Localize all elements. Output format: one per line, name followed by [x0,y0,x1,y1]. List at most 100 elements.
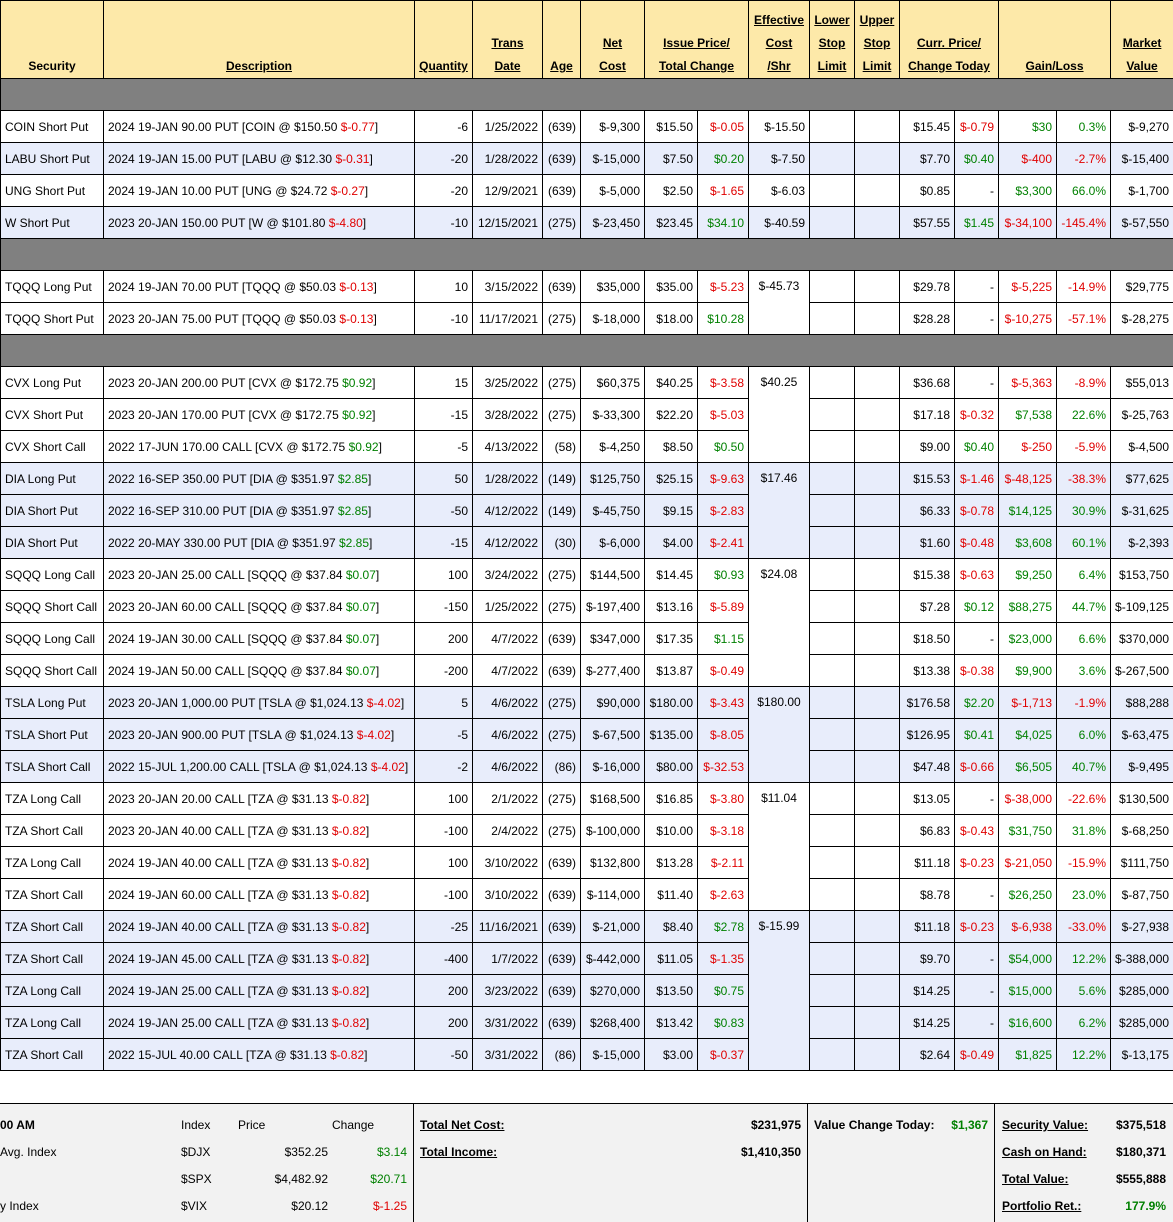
description-cell: 2022 20-MAY 330.00 PUT [DIA @ $351.97 $2… [104,527,415,559]
gain-loss-pct-cell: 6.4% [1057,559,1111,591]
gain-loss-cell: $-5,225 [999,271,1057,303]
market-value-cell: $-87,750 [1111,879,1173,911]
market-value-cell: $55,013 [1111,367,1173,399]
underlying-change: $0.92 [349,440,379,454]
security-cell: TSLA Short Call [1,751,104,783]
time-label: 00 AM [0,1118,35,1132]
upper-stop-cell [855,847,900,879]
change-today-cell: $-0.49 [955,1039,999,1071]
age-cell: (639) [543,175,581,207]
trans-date-cell: 1/7/2022 [473,943,543,975]
security-cell: TZA Short Call [1,1039,104,1071]
description-text: 2023 20-JAN 150.00 PUT [W @ $101.80 [108,216,329,230]
description-text: 2023 20-JAN 25.00 CALL [SQQQ @ $37.84 [108,568,346,582]
lower-stop-cell [810,591,855,623]
issue-price-cell: $8.50 [645,431,698,463]
bracket: ] [373,280,376,294]
lower-stop-cell [810,367,855,399]
issue-price-cell: $13.87 [645,655,698,687]
description-cell: 2024 19-JAN 25.00 CALL [TZA @ $31.13 $-0… [104,1007,415,1039]
effective-cost-cell: $11.04 [749,783,810,911]
security-cell: DIA Short Put [1,527,104,559]
security-cell: TZA Short Call [1,815,104,847]
net-cost-cell: $-6,000 [581,527,645,559]
separator-cell [1,335,1173,367]
bracket: ] [373,312,376,326]
lower-stop-cell [810,303,855,335]
description-text: 2023 20-JAN 170.00 PUT [CVX @ $172.75 [108,408,342,422]
effective-cost-cell: $40.25 [749,367,810,463]
underlying-change: $2.85 [338,504,368,518]
total-change-cell: $0.20 [698,143,749,175]
underlying-change: $-0.82 [332,856,366,870]
col-security: Security [1,1,104,79]
trans-date-cell: 4/7/2022 [473,655,543,687]
group-separator [1,79,1173,111]
effective-cost-cell: $-7.50 [749,143,810,175]
trans-date-cell: 2/4/2022 [473,815,543,847]
curr-price-cell: $9.70 [900,943,955,975]
gain-loss-cell: $23,000 [999,623,1057,655]
upper-stop-cell [855,943,900,975]
age-cell: (275) [543,559,581,591]
upper-stop-cell [855,559,900,591]
underlying-change: $-0.31 [335,152,369,166]
net-cost-cell: $-5,000 [581,175,645,207]
description-cell: 2024 19-JAN 40.00 CALL [TZA @ $31.13 $-0… [104,911,415,943]
change-today-cell: - [955,943,999,975]
gain-loss-cell: $-400 [999,143,1057,175]
net-cost-cell: $168,500 [581,783,645,815]
trans-date-cell: 11/17/2021 [473,303,543,335]
description-text: 2023 20-JAN 20.00 CALL [TZA @ $31.13 [108,792,332,806]
change-header: Change [332,1118,374,1132]
net-cost-cell: $90,000 [581,687,645,719]
gain-loss-pct-cell: 30.9% [1057,495,1111,527]
underlying-change: $-0.82 [332,952,366,966]
description-cell: 2024 19-JAN 60.00 CALL [TZA @ $31.13 $-0… [104,879,415,911]
description-text: 2022 20-MAY 330.00 PUT [DIA @ $351.97 [108,536,339,550]
issue-price-cell: $10.00 [645,815,698,847]
effective-cost-cell: $-15.50 [749,111,810,143]
trans-date-cell: 4/13/2022 [473,431,543,463]
description-text: 2023 20-JAN 40.00 CALL [TZA @ $31.13 [108,824,332,838]
description-cell: 2023 20-JAN 200.00 PUT [CVX @ $172.75 $0… [104,367,415,399]
trans-date-cell: 1/25/2022 [473,111,543,143]
upper-stop-cell [855,431,900,463]
quantity-cell: -15 [415,399,473,431]
underlying-change: $-4.02 [371,760,405,774]
bracket: ] [368,504,371,518]
quantity-cell: 50 [415,463,473,495]
curr-price-cell: $2.64 [900,1039,955,1071]
underlying-change: $0.07 [346,632,376,646]
trans-date-cell: 4/12/2022 [473,495,543,527]
upper-stop-cell [855,367,900,399]
total-net-cost-value: $231,975 [751,1118,801,1132]
bracket: ] [375,120,378,134]
net-cost-cell: $-16,000 [581,751,645,783]
market-value-cell: $77,625 [1111,463,1173,495]
change-today-cell: - [955,623,999,655]
trans-date-cell: 4/6/2022 [473,687,543,719]
lower-stop-cell [810,463,855,495]
market-value-cell: $-27,938 [1111,911,1173,943]
issue-price-cell: $13.16 [645,591,698,623]
underlying-change: $-4.02 [357,728,391,742]
description-text: 2022 15-JUL 1,200.00 CALL [TSLA @ $1,024… [108,760,371,774]
age-cell: (149) [543,463,581,495]
age-cell: (639) [543,879,581,911]
age-cell: (639) [543,271,581,303]
quantity-cell: -2 [415,751,473,783]
index-name: y Index [0,1199,39,1213]
description-cell: 2023 20-JAN 150.00 PUT [W @ $101.80 $-4.… [104,207,415,239]
description-cell: 2024 19-JAN 30.00 CALL [SQQQ @ $37.84 $0… [104,623,415,655]
security-cell: SQQQ Long Call [1,559,104,591]
change-today-cell: $-0.66 [955,751,999,783]
bracket: ] [366,984,369,998]
trans-date-cell: 4/6/2022 [473,751,543,783]
lower-stop-cell [810,879,855,911]
